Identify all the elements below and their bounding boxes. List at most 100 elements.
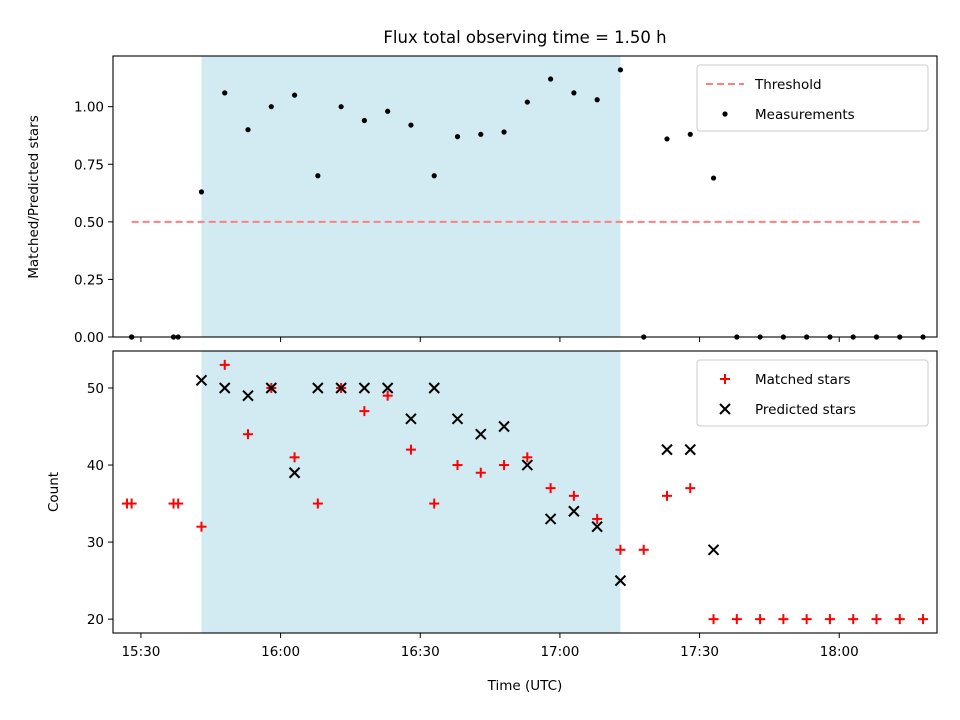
matched-star-point	[824, 614, 835, 625]
measurement-point	[524, 99, 530, 105]
measurement-point	[385, 108, 391, 114]
predicted-star-marker-b	[219, 382, 231, 394]
matched-star-point	[126, 498, 137, 509]
matched-star-point	[312, 498, 323, 509]
predicted-star-point	[451, 413, 464, 425]
legend-label: Predicted stars	[755, 402, 856, 418]
predicted-star-point	[521, 459, 534, 471]
top-legend: Threshold Measurements	[696, 64, 929, 132]
matched-star-point	[568, 490, 579, 501]
measurement-point	[431, 173, 437, 179]
predicted-star-marker-b	[521, 459, 534, 471]
matched-star-point	[778, 614, 789, 625]
bottom-shaded-span	[201, 351, 621, 633]
matched-star-point	[731, 614, 742, 625]
predicted-star-point	[475, 428, 487, 440]
matched-star-point	[801, 614, 812, 625]
matched-star-point	[545, 483, 556, 494]
predicted-star-marker-b	[381, 382, 394, 394]
bottom-panel: 20 30 40 50 15:30 16:00 16:30 17:00 17:30 18:00 Ma…	[87, 350, 938, 660]
matched-star-point	[243, 429, 254, 440]
bottom-y-axis-label: Count	[46, 472, 62, 512]
top-y-tick-label: 1.00	[74, 100, 104, 116]
predicted-star-marker-b	[475, 428, 487, 440]
bottom-y-tick-label: 20	[87, 612, 104, 628]
predicted-star-marker-b	[288, 467, 301, 479]
predicted-star-marker-b	[568, 505, 580, 517]
predicted-star-point	[265, 382, 277, 394]
x-tick-label: 17:00	[540, 644, 579, 660]
legend-measurement-swatch	[722, 111, 728, 117]
predicted-star-marker-b	[312, 382, 324, 394]
measurement-point	[664, 136, 670, 142]
matched-star-point	[638, 544, 649, 555]
bottom-axes-frame	[112, 350, 938, 634]
matched-star-point	[685, 483, 696, 494]
matched-star-point	[918, 614, 929, 625]
predicted-star-point	[498, 420, 510, 433]
predicted-star-point	[242, 389, 254, 402]
predicted-star-marker-b	[591, 520, 603, 533]
bottom-y-tick-label: 40	[87, 458, 104, 474]
matched-star-point	[359, 406, 370, 417]
x-tick-label: 18:00	[820, 644, 859, 660]
predicted-star-marker-b	[451, 413, 464, 425]
measurement-point	[617, 67, 624, 73]
legend-label: Measurements	[755, 107, 855, 123]
predicted-star-marker-b	[358, 382, 371, 394]
top-y-axis-label: Matched/Predicted stars	[26, 115, 42, 278]
matched-star-point	[615, 544, 626, 555]
top-y-tick-label: 0.75	[74, 157, 104, 173]
predicted-star-point	[568, 505, 580, 517]
predicted-star-marker-b	[265, 382, 277, 394]
predicted-star-point	[614, 574, 627, 587]
matched-star-point	[382, 390, 393, 401]
measurement-point	[198, 189, 205, 195]
top-legend-box	[696, 64, 929, 132]
matched-star-point	[196, 521, 207, 532]
matched-star-point	[219, 359, 230, 370]
chart-title: Flux total observing time = 1.50 h	[383, 28, 666, 47]
measurement-point	[687, 131, 693, 137]
predicted-star-point	[405, 413, 417, 425]
measurement-point	[315, 173, 321, 179]
predicted-star-point	[219, 382, 231, 394]
measurement-point	[222, 90, 228, 96]
top-axes-frame	[112, 55, 938, 338]
matched-star-point	[429, 498, 440, 509]
x-axis-label: Time (UTC)	[487, 678, 563, 694]
measurement-point	[710, 175, 717, 181]
matched-star-point	[871, 614, 882, 625]
bottom-y-tick-label: 30	[87, 535, 104, 551]
measurement-point	[291, 92, 298, 98]
measurement-point	[501, 129, 507, 135]
x-tick-label: 15:30	[121, 644, 160, 660]
legend-label: Matched stars	[755, 372, 851, 388]
x-tick-label: 16:00	[261, 644, 300, 660]
measurement-point	[361, 117, 367, 124]
matched-star-point	[708, 614, 719, 625]
predicted-star-point	[335, 382, 347, 394]
predicted-star-marker-b	[684, 443, 696, 456]
matched-star-point	[522, 452, 533, 463]
bottom-legend-box	[696, 359, 929, 427]
predicted-star-point	[591, 520, 603, 533]
predicted-star-point	[661, 443, 673, 456]
top-shaded-span	[201, 56, 621, 337]
matched-star-point	[848, 614, 859, 625]
matched-star-point	[755, 614, 766, 625]
predicted-star-marker-b	[405, 413, 417, 425]
measurement-point	[548, 76, 554, 82]
predicted-star-marker-b	[707, 544, 720, 556]
measurement-point	[571, 90, 577, 96]
predicted-star-marker-b	[614, 574, 627, 587]
predicted-star-point	[544, 513, 557, 525]
measurement-point	[478, 131, 484, 137]
predicted-star-marker-b	[242, 389, 254, 402]
matched-star-point	[499, 460, 510, 471]
predicted-star-marker-b	[428, 382, 440, 394]
predicted-star-point	[288, 467, 301, 479]
predicted-star-point	[684, 443, 696, 456]
legend-predicted-swatch-b	[719, 403, 731, 415]
predicted-star-marker-b	[498, 420, 510, 433]
